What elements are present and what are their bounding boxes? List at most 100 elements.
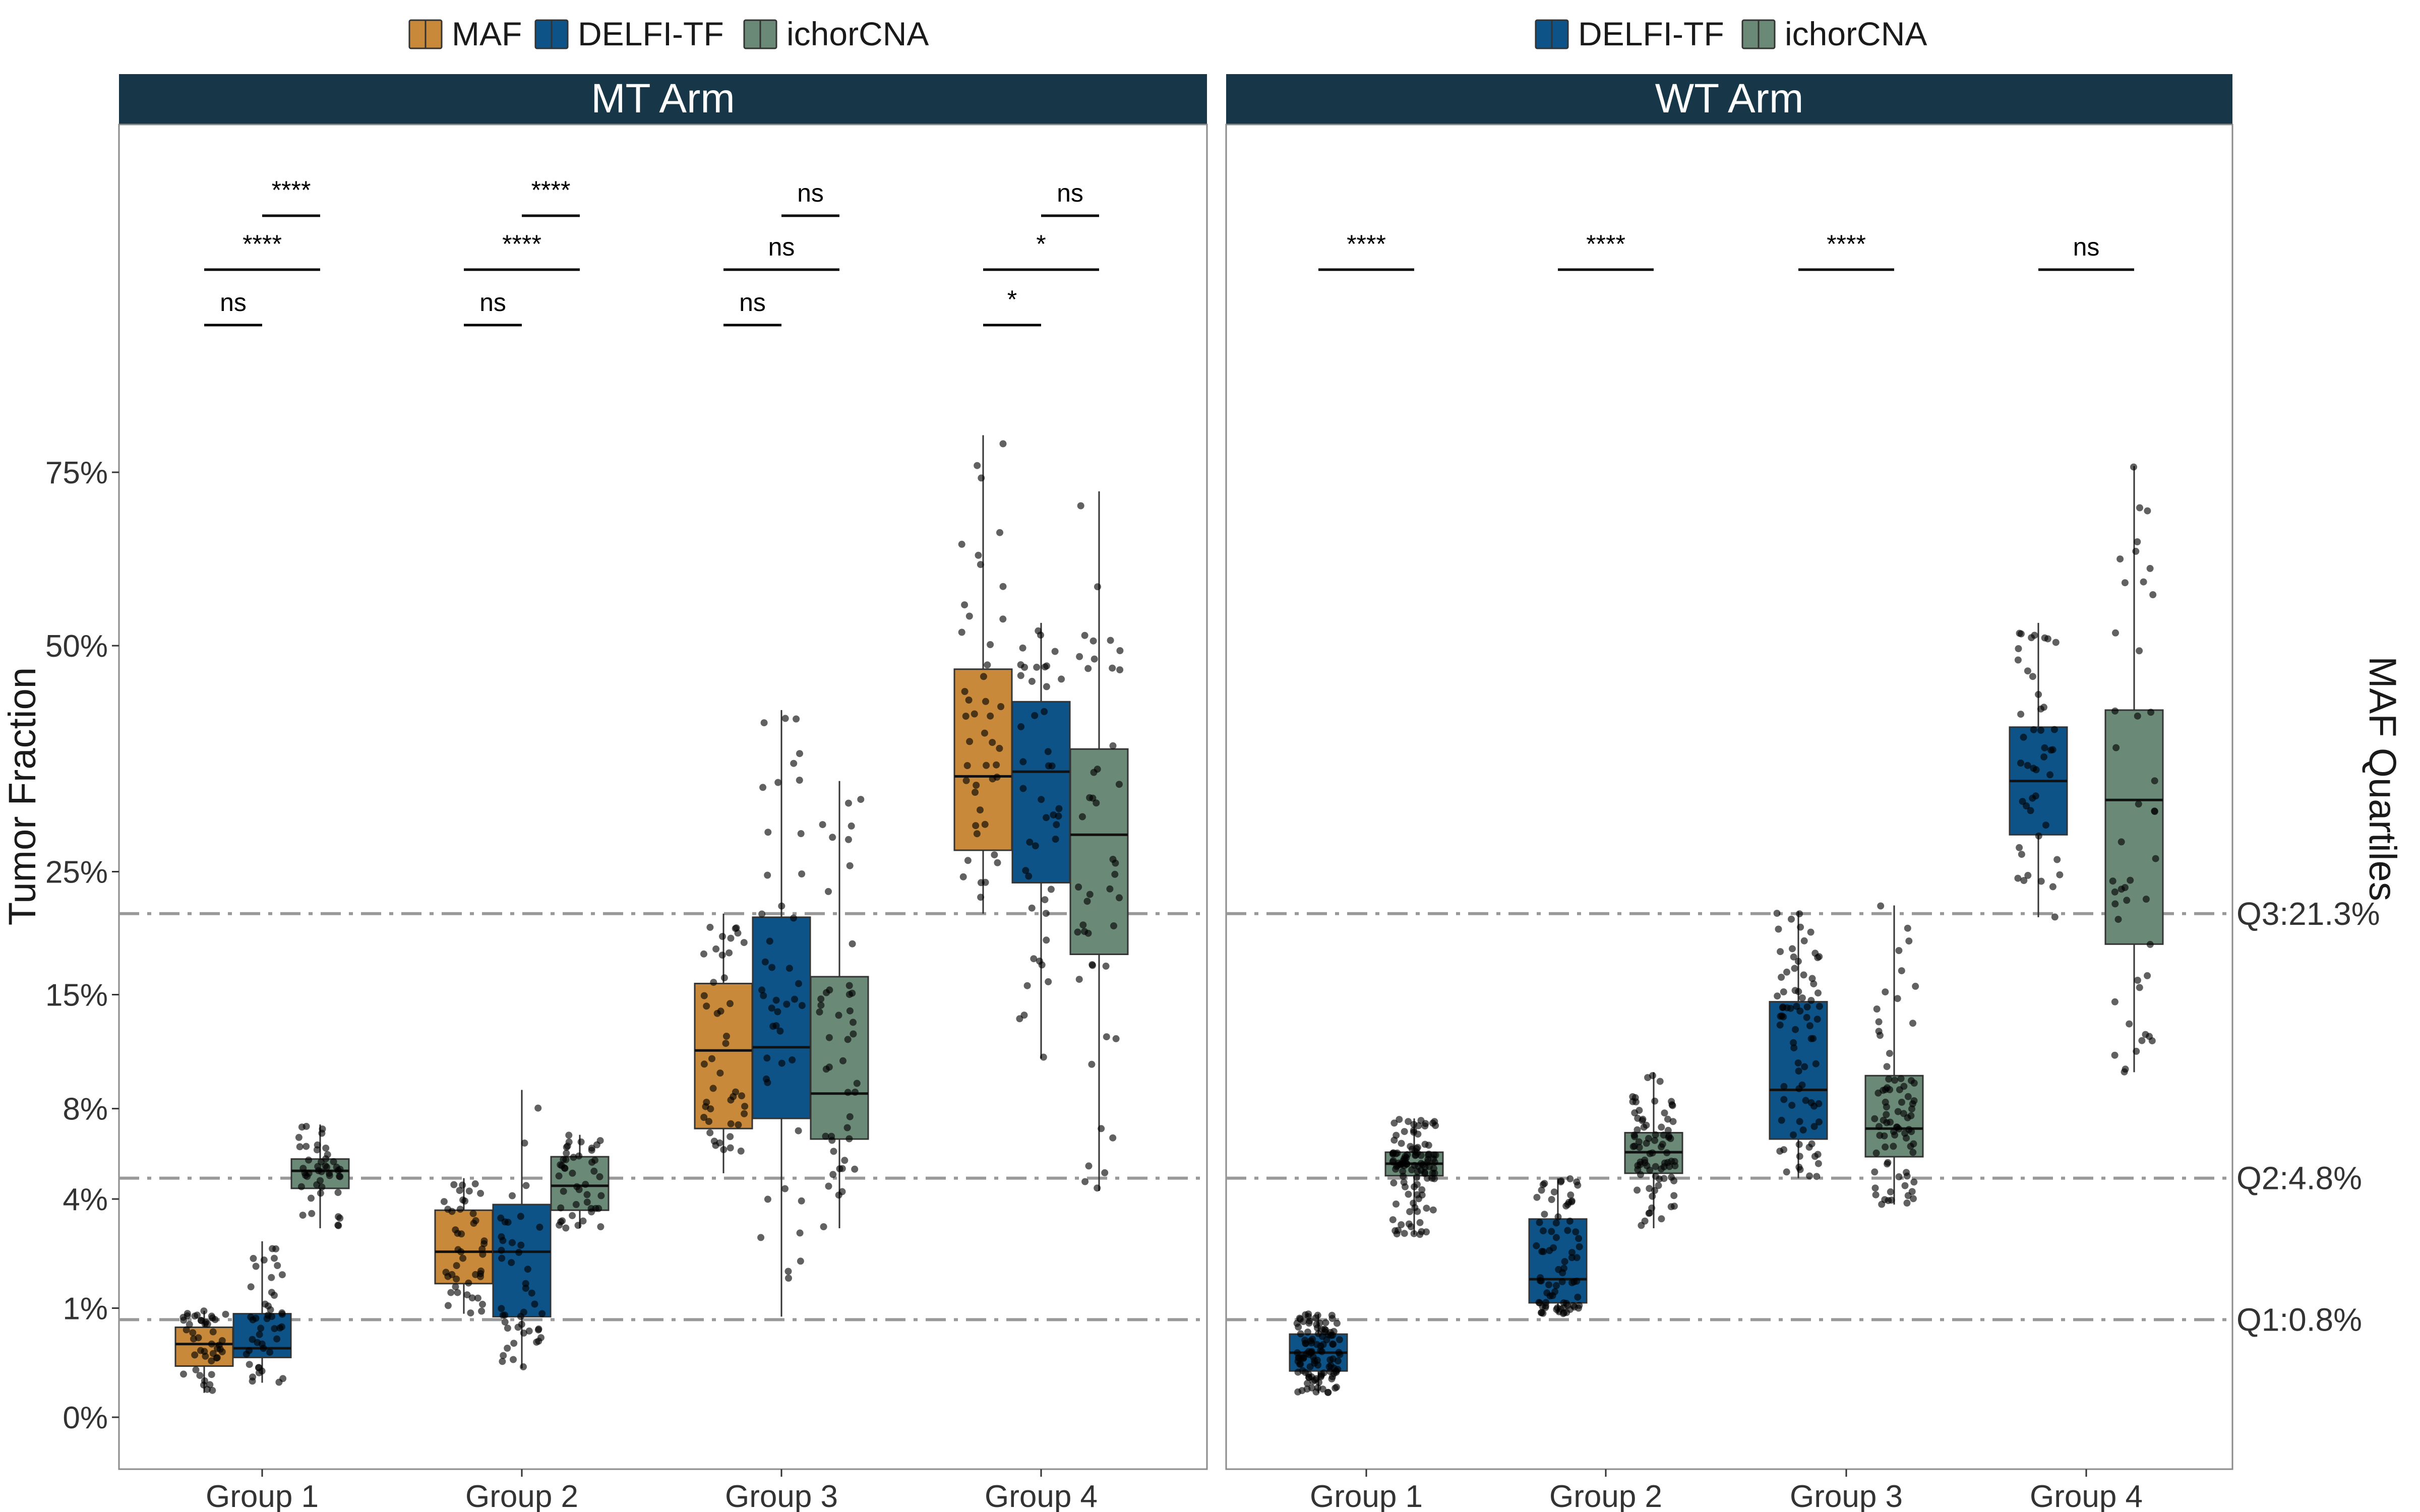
data-point [1079, 921, 1087, 929]
data-point [963, 762, 971, 769]
data-point [1084, 665, 1092, 672]
data-point [1799, 1126, 1807, 1133]
box-ichorcna-group-1 [290, 1122, 350, 1229]
box-delfi-tf-group-3 [752, 710, 811, 1317]
data-point [1058, 675, 1065, 683]
data-point [456, 1206, 464, 1213]
data-point [1796, 1153, 1803, 1160]
data-point [260, 1345, 267, 1352]
data-point [1652, 1131, 1659, 1139]
data-point [2134, 977, 2141, 984]
data-point [966, 738, 974, 745]
data-point [727, 1120, 735, 1127]
data-point [1431, 1158, 1438, 1166]
data-point [1109, 742, 1117, 749]
mt-panel-title: MT Arm [591, 76, 735, 121]
data-point [461, 1198, 469, 1205]
data-point [2152, 855, 2159, 862]
data-point [534, 1326, 542, 1334]
data-point [1410, 1230, 1418, 1237]
data-point [835, 1012, 842, 1019]
data-point [849, 940, 856, 948]
data-point [1882, 988, 1889, 996]
data-point [457, 1248, 465, 1255]
data-point [2029, 673, 2036, 680]
data-point [1776, 1148, 1784, 1155]
data-point [278, 1271, 286, 1279]
data-point [2138, 1037, 2146, 1044]
box-maf-group-4 [953, 435, 1013, 914]
data-point [264, 1311, 272, 1319]
data-point [2118, 838, 2125, 846]
data-point [1664, 1115, 1671, 1123]
data-point [1816, 1002, 1823, 1010]
data-point [1294, 1358, 1302, 1365]
significance-label: **** [502, 230, 541, 258]
data-point [1304, 1379, 1311, 1387]
data-point [1660, 1175, 1668, 1182]
data-point [1898, 1099, 1905, 1106]
data-point [713, 1010, 721, 1017]
data-point [518, 1320, 525, 1328]
data-point [1098, 1125, 1105, 1132]
data-point [335, 1213, 342, 1221]
data-point [1393, 1163, 1400, 1170]
data-point [1030, 955, 1038, 963]
data-point [1075, 884, 1082, 891]
data-point [508, 1259, 515, 1267]
data-point [2032, 792, 2039, 800]
data-point [1901, 1182, 1909, 1189]
data-point [1109, 1134, 1117, 1142]
data-point [1044, 748, 1052, 755]
data-point [1405, 1190, 1412, 1198]
data-point [1298, 1387, 1306, 1395]
data-point [1796, 910, 1803, 918]
data-point [1094, 1184, 1101, 1192]
box-delfi-tf-group-4 [1011, 622, 1071, 1061]
data-point [1811, 1153, 1819, 1160]
data-point [732, 925, 739, 932]
data-point [209, 1328, 217, 1336]
box-delfi-tf-group-1 [232, 1241, 292, 1386]
data-point [997, 703, 1005, 710]
data-point [760, 992, 767, 999]
data-point [1905, 937, 1913, 945]
data-point [1632, 1098, 1640, 1106]
data-point [1783, 1168, 1790, 1176]
data-point [2111, 900, 2119, 908]
data-point [989, 775, 996, 783]
data-point [565, 1131, 573, 1139]
data-point [2136, 984, 2143, 991]
data-point [852, 1089, 859, 1096]
y-tick-label: 0% [63, 1401, 108, 1435]
data-point [1872, 1149, 1880, 1157]
data-point [2041, 744, 2048, 751]
data-point [1085, 1162, 1093, 1170]
data-point [590, 1167, 598, 1175]
data-point [597, 1192, 605, 1200]
data-point [1041, 708, 1048, 715]
data-point [196, 1372, 204, 1379]
data-point [274, 1262, 281, 1269]
data-point [1421, 1170, 1428, 1177]
data-point [1778, 1116, 1785, 1124]
data-point [1089, 962, 1096, 969]
data-point [845, 799, 852, 807]
data-point [1871, 1115, 1879, 1122]
data-point [1777, 948, 1784, 956]
data-point [1414, 1208, 1421, 1215]
data-point [961, 601, 969, 609]
data-point [1794, 958, 1802, 965]
data-point [844, 1036, 852, 1043]
data-point [1086, 794, 1094, 801]
data-point [2123, 897, 2131, 904]
box-delfi-tf-group-3 [1769, 910, 1828, 1180]
data-point [2126, 1020, 2133, 1028]
data-point [1543, 1289, 1551, 1297]
data-point [190, 1335, 197, 1343]
data-point [1795, 1163, 1803, 1171]
data-point [1328, 1314, 1336, 1322]
data-point [1643, 1121, 1650, 1129]
box [1011, 701, 1071, 884]
